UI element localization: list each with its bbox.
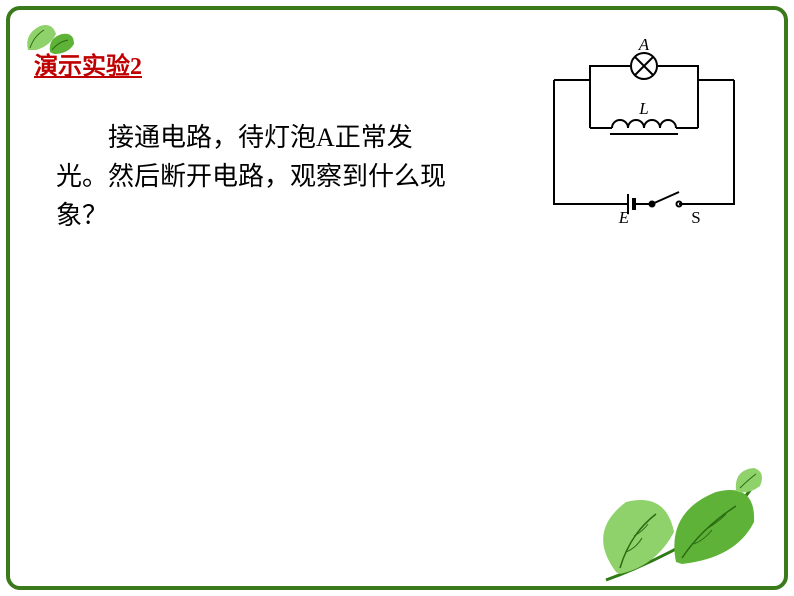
switch-label: S [691,208,700,226]
bulb-label: A [638,36,650,54]
slide-frame: 演示实验2 接通电路，待灯泡A正常发光。然后断开电路，观察到什么现象？ A [6,6,788,590]
leaf-decoration-bottom-right [586,462,766,582]
source-label: E [618,208,630,226]
body-text: 接通电路，待灯泡A正常发光。然后断开电路，观察到什么现象？ [56,118,446,235]
slide-title: 演示实验2 [34,46,142,81]
circuit-diagram: A L E S [534,36,756,226]
inductor-label: L [638,99,648,118]
